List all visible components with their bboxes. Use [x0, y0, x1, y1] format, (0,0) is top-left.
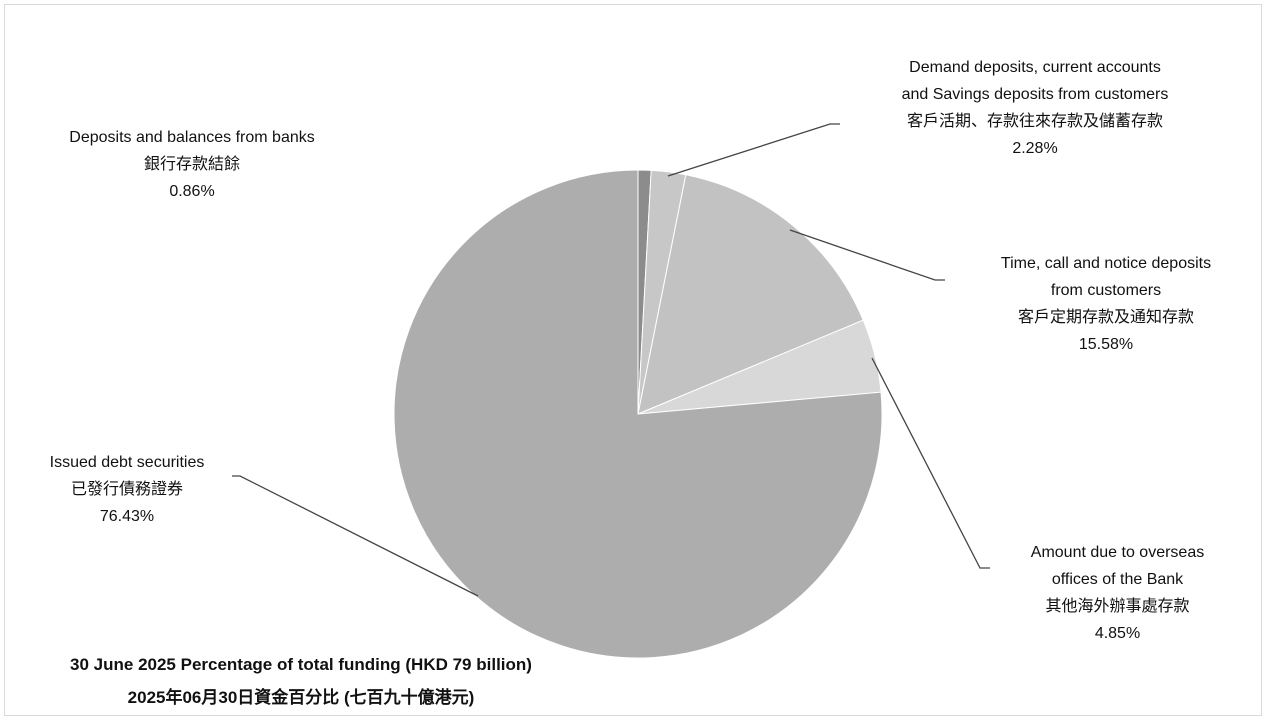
slice-label-banks: Deposits and balances from banks 銀行存款結餘 … — [22, 124, 362, 205]
slice-label-banks-zh: 銀行存款結餘 — [143, 156, 240, 173]
slice-label-overseas-pct: 4.85% — [1094, 625, 1141, 642]
slice-label-overseas-en-1: Amount due to overseas — [1030, 544, 1205, 561]
chart-frame — [4, 4, 1262, 716]
leader-line-overseas — [871, 357, 990, 569]
slice-label-time: Time, call and notice deposits from cust… — [950, 250, 1262, 358]
slice-label-demand: Demand deposits, current accounts and Sa… — [835, 54, 1235, 162]
slice-label-overseas: Amount due to overseas offices of the Ba… — [990, 539, 1245, 647]
slice-label-demand-zh: 客戶活期、存款往來存款及儲蓄存款 — [906, 113, 1163, 130]
slice-label-demand-pct: 2.28% — [1012, 140, 1058, 157]
leader-line-issued — [232, 475, 479, 597]
slice-label-issued-pct: 76.43% — [99, 508, 155, 525]
slice-label-banks-pct: 0.86% — [169, 183, 215, 200]
slice-label-banks-en: Deposits and balances from banks — [69, 129, 315, 146]
footer-title-zh: 2025年06月30日資金百分比 (七百九十億港元) — [127, 688, 475, 707]
leader-line-time — [789, 229, 945, 281]
slice-label-time-zh: 客戶定期存款及通知存款 — [1017, 309, 1194, 326]
slice-label-demand-en-1: Demand deposits, current accounts — [909, 59, 1161, 76]
slice-label-time-pct: 15.58% — [1078, 336, 1134, 353]
chart-footer: 30 June 2025 Percentage of total funding… — [6, 648, 596, 714]
slice-label-issued-en: Issued debt securities — [49, 454, 205, 471]
pie-slice-time — [637, 174, 864, 415]
leader-line-demand — [667, 123, 840, 177]
slice-label-demand-en-2: and Savings deposits from customers — [901, 86, 1169, 103]
footer-title-en: 30 June 2025 Percentage of total funding… — [70, 655, 532, 674]
leader-lines — [232, 123, 990, 597]
slice-label-issued: Issued debt securities 已發行債務證券 76.43% — [2, 449, 252, 530]
slice-label-overseas-en-2: offices of the Bank — [1051, 571, 1184, 588]
slice-label-time-en-1: Time, call and notice deposits — [1000, 255, 1212, 272]
slice-label-overseas-zh: 其他海外辦事處存款 — [1045, 598, 1190, 615]
pie-slices — [393, 169, 883, 659]
slice-label-issued-zh: 已發行債務證券 — [70, 481, 183, 498]
slice-label-time-en-2: from customers — [1050, 282, 1162, 299]
